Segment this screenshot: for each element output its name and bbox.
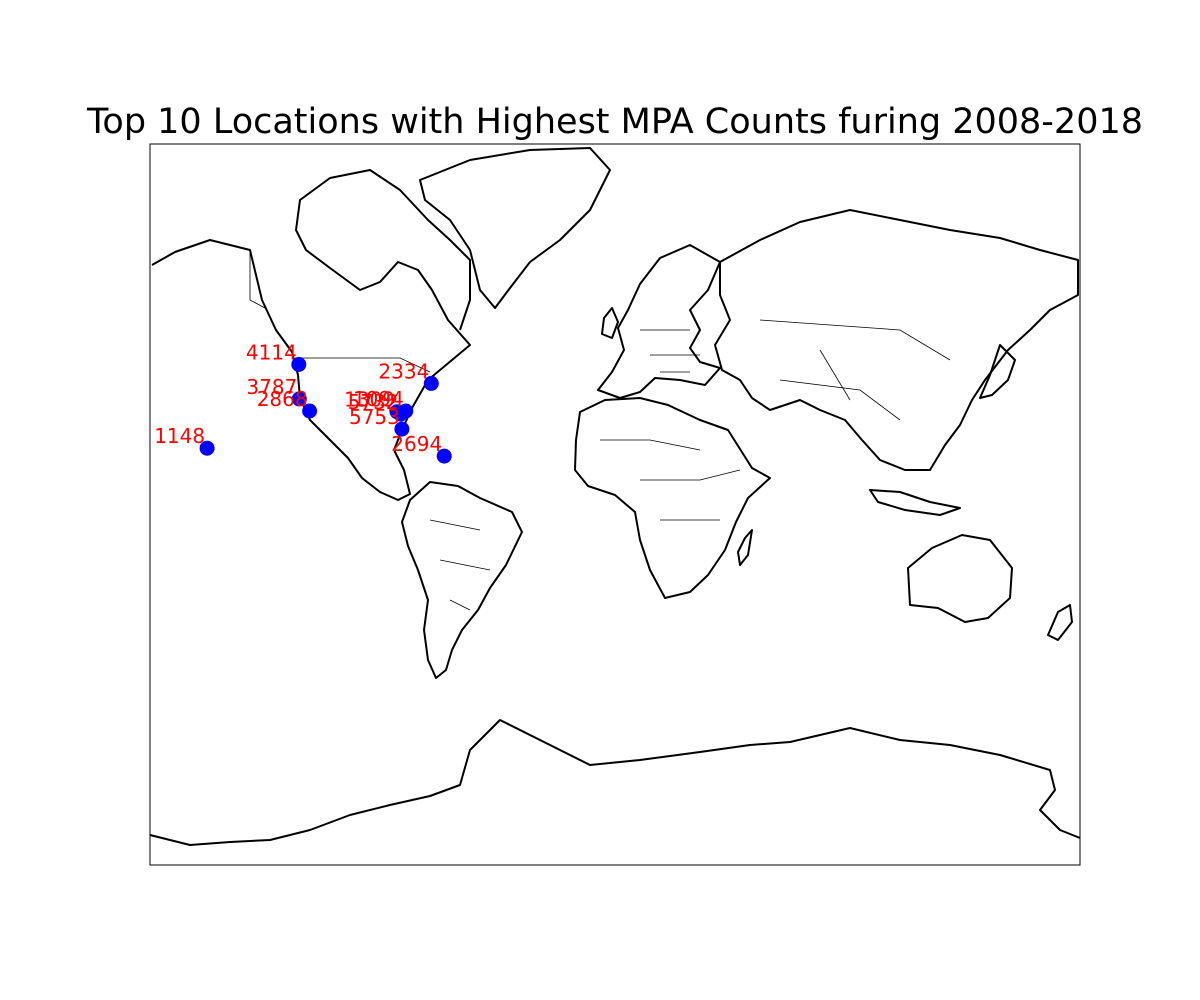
asia-coast (714, 209, 1079, 471)
australia-coast (907, 534, 1013, 623)
location-marker-1 (291, 356, 307, 372)
uk-coast (601, 307, 619, 339)
map-title: Top 10 Locations with Highest MPA Counts… (86, 102, 1144, 142)
europe-coast (597, 244, 721, 399)
antarctica-coast (149, 719, 1081, 846)
south-america-borders (429, 519, 491, 611)
south-america-coast (401, 481, 523, 679)
location-count-label-8: 5753 (349, 405, 400, 429)
location-count-label-4: 2868 (257, 387, 308, 411)
country-borders (249, 250, 951, 611)
location-marker-4 (302, 403, 318, 419)
location-marker-10 (199, 440, 215, 456)
africa-coast (574, 397, 771, 599)
location-count-label-3: 3787 (246, 375, 297, 399)
location-count-label-5: 1309 (344, 388, 395, 412)
greenland-coast (419, 147, 611, 309)
location-count-label-7: 5732 (348, 390, 399, 414)
location-count-label-6: 1094 (353, 387, 404, 411)
new-zealand-coast (1047, 604, 1073, 641)
location-marker-9 (436, 448, 452, 464)
us-canada-border (298, 357, 431, 373)
location-count-label-2: 2334 (378, 359, 429, 383)
map-frame (149, 143, 1081, 866)
alaska-border (249, 250, 266, 309)
location-count-label-10: 1148 (154, 424, 205, 448)
location-count-label-1: 4114 (246, 340, 297, 364)
madagascar-coast (737, 529, 753, 566)
location-marker-8 (394, 421, 410, 437)
location-marker-3 (291, 391, 307, 407)
indonesia-coast (869, 489, 961, 516)
location-count-label-9: 2694 (391, 432, 442, 456)
coastlines (149, 147, 1081, 846)
asia-borders (759, 319, 951, 421)
location-marker-2 (423, 375, 439, 391)
japan-coast (979, 344, 1016, 399)
location-marker-7 (393, 406, 409, 422)
africa-borders (600, 439, 741, 521)
europe-borders (640, 329, 700, 373)
